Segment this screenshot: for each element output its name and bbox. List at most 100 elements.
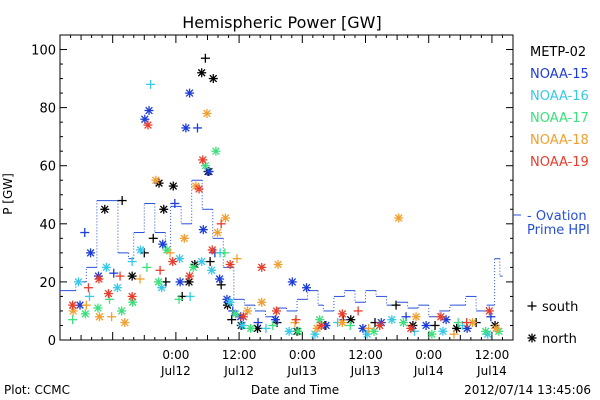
- legend-ovation-prime-hpi: Prime HPI: [527, 223, 590, 238]
- legend: METP-02 NOAA-15 NOAA-16 NOAA-17 NOAA-18 NOAA-…: [513, 45, 590, 238]
- point-noaa-17-north: [369, 326, 379, 336]
- point-noaa-17-south: [453, 318, 463, 328]
- point-noaa-16-north: [237, 320, 247, 330]
- point-noaa-19-north: [68, 300, 78, 310]
- point-noaa-19-south: [83, 283, 93, 293]
- point-noaa-15-north: [144, 106, 154, 116]
- point-metp-02-south: [205, 257, 215, 267]
- point-noaa-18-north: [491, 323, 501, 333]
- footer-plot-credit: Plot: CCMC: [4, 383, 70, 397]
- point-noaa-19-north: [238, 312, 248, 322]
- marker-legend-south-symbol: [527, 301, 537, 311]
- marker-legend-north: north: [542, 332, 577, 347]
- point-metp-02-south: [117, 196, 127, 206]
- point-noaa-15-north: [215, 274, 225, 284]
- x-tick-date-label: Jul13: [350, 364, 381, 378]
- point-noaa-19-north: [406, 323, 416, 333]
- point-noaa-16-north: [197, 257, 207, 267]
- point-noaa-19-north: [436, 312, 446, 322]
- legend-noaa-19: NOAA-19: [530, 155, 589, 170]
- point-noaa-17-north: [315, 315, 325, 325]
- x-tick-date-label: Jul14: [476, 364, 507, 378]
- point-noaa-17-south: [142, 262, 152, 272]
- point-noaa-19-north: [185, 271, 195, 281]
- point-noaa-15-south: [486, 312, 496, 322]
- point-noaa-16-south: [84, 291, 94, 301]
- point-noaa-16-north: [207, 265, 217, 275]
- point-noaa-16-north: [225, 297, 235, 307]
- x-tick-date-label: Jul12: [223, 364, 254, 378]
- x-tick-label: 0:00: [162, 348, 189, 362]
- point-noaa-17-north: [398, 318, 408, 328]
- point-metp-02-north: [168, 181, 178, 191]
- point-noaa-15-north: [181, 123, 191, 133]
- point-noaa-18-north: [273, 259, 283, 269]
- point-metp-02-south: [200, 53, 210, 63]
- point-noaa-19-north: [484, 306, 494, 316]
- point-noaa-17-north: [154, 277, 164, 287]
- point-metp-02-north: [159, 204, 169, 214]
- point-noaa-17-north: [230, 309, 240, 319]
- point-noaa-16-north: [175, 254, 185, 264]
- x-axis-label: Date and Time: [251, 383, 339, 397]
- point-noaa-19-north: [198, 155, 208, 165]
- point-noaa-16-south: [146, 79, 156, 89]
- point-noaa-17-north: [117, 306, 127, 316]
- point-noaa-16-north: [112, 283, 122, 293]
- point-noaa-19-north: [225, 259, 235, 269]
- point-noaa-17-north: [188, 262, 198, 272]
- point-noaa-19-north: [143, 120, 153, 130]
- point-noaa-16-north: [284, 326, 294, 336]
- point-noaa-15-north: [358, 323, 368, 333]
- point-noaa-18-north: [243, 306, 253, 316]
- point-noaa-19-north: [271, 306, 281, 316]
- point-noaa-15-north: [175, 277, 185, 287]
- point-noaa-18-north: [394, 213, 404, 223]
- point-noaa-15-north: [198, 225, 208, 235]
- point-noaa-18-north: [220, 213, 230, 223]
- point-noaa-18-south: [165, 248, 175, 258]
- point-noaa-16-north: [387, 315, 397, 325]
- point-noaa-18-north: [202, 108, 212, 118]
- footer-timestamp: 2012/07/14 13:45:06: [464, 383, 591, 397]
- x-tick-label: 12:00: [348, 348, 383, 362]
- point-metp-02-south: [148, 233, 158, 243]
- y-tick-label: 40: [39, 218, 56, 233]
- point-noaa-17-north: [80, 309, 90, 319]
- point-metp-02-north: [100, 204, 110, 214]
- point-noaa-18-north: [95, 312, 105, 322]
- point-noaa-15-south: [109, 268, 119, 278]
- point-noaa-16-north: [101, 262, 111, 272]
- point-noaa-19-north: [168, 257, 178, 267]
- point-noaa-16-south: [261, 323, 271, 333]
- point-noaa-19-north: [316, 320, 326, 330]
- point-noaa-18-north: [179, 233, 189, 243]
- point-noaa-19-south: [155, 265, 165, 275]
- x-tick-date-label: Jul12: [160, 364, 191, 378]
- y-tick-label: 20: [39, 276, 56, 291]
- point-noaa-19-north: [103, 289, 113, 299]
- y-tick-label: 60: [39, 160, 56, 175]
- point-noaa-15-north: [302, 283, 312, 293]
- point-noaa-17-south: [220, 248, 230, 258]
- point-metp-02-south: [391, 300, 401, 310]
- point-noaa-18-north: [411, 312, 421, 322]
- point-noaa-15-south: [80, 228, 90, 238]
- x-tick-date-label: Jul13: [286, 364, 317, 378]
- x-tick-label: 12:00: [222, 348, 257, 362]
- point-noaa-19-south: [291, 315, 301, 325]
- legend-noaa-16: NOAA-16: [530, 89, 589, 104]
- legend-metp-02: METP-02: [530, 45, 586, 60]
- point-noaa-18-south: [107, 312, 117, 322]
- data-points-layer: [68, 53, 504, 339]
- marker-legend-south: south: [542, 300, 578, 315]
- point-noaa-17-south: [174, 294, 184, 304]
- point-noaa-15-north: [185, 88, 195, 98]
- point-noaa-18-south: [232, 254, 242, 264]
- point-noaa-17-north: [293, 326, 303, 336]
- point-noaa-17-north: [427, 329, 437, 339]
- point-noaa-18-north: [212, 228, 222, 238]
- point-noaa-18-south: [364, 323, 374, 333]
- point-noaa-18-south: [135, 274, 145, 284]
- point-noaa-19-north: [94, 274, 104, 284]
